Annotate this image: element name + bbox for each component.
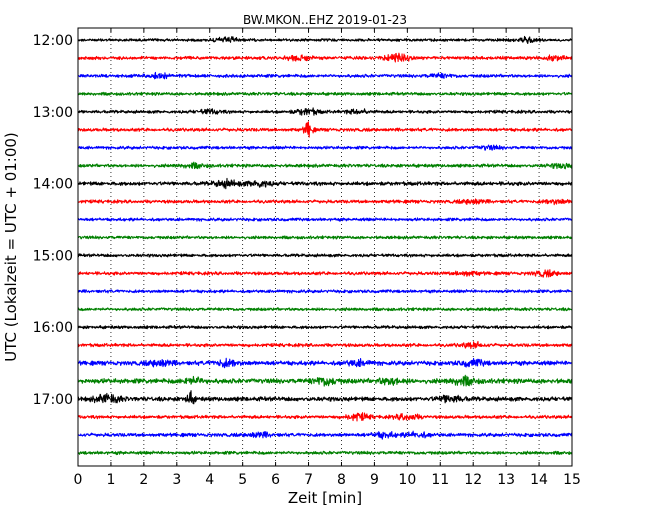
- x-tick-label: 9: [370, 472, 379, 488]
- seismic-trace-1215: [77, 52, 573, 63]
- seismic-trace-1345: [77, 161, 573, 170]
- x-tick-label: 10: [398, 472, 416, 488]
- y-tick-label: 15:00: [33, 248, 73, 264]
- y-tick-label: 12:00: [33, 33, 73, 49]
- seismic-trace-1500: [77, 253, 573, 258]
- y-tick-label: 16:00: [33, 320, 73, 336]
- x-tick-label: 13: [497, 472, 515, 488]
- x-tick-label: 8: [337, 472, 346, 488]
- seismic-trace-1200: [77, 35, 573, 45]
- chart-title: BW.MKON..EHZ 2019-01-23: [243, 13, 407, 27]
- seismic-trace-1530: [77, 289, 573, 294]
- seismic-trace-1630: [77, 357, 573, 369]
- x-tick-label: 11: [431, 472, 449, 488]
- seismic-trace-1515: [77, 269, 573, 278]
- y-tick-label: 13:00: [33, 105, 73, 121]
- x-axis-label: Zeit [min]: [288, 489, 362, 507]
- seismic-trace-1715: [77, 412, 573, 422]
- x-tick-label: 0: [74, 472, 83, 488]
- seismic-trace-1315: [77, 121, 573, 138]
- seismic-trace-1645: [77, 374, 573, 387]
- seismic-trace-1445: [77, 235, 573, 240]
- axis-ticks: 0 1 2 3 4 5 6 7 8 9 10 11 12 13 14 1512:0013:0014:0015:…: [33, 28, 581, 488]
- seismic-trace-1730: [77, 430, 573, 440]
- x-tick-label: 2: [139, 472, 148, 488]
- seismic-trace-1545: [77, 307, 573, 312]
- x-tick-label: 12: [464, 472, 482, 488]
- seismic-trace-1615: [77, 340, 573, 350]
- seismic-trace-1600: [77, 325, 573, 330]
- trace-layer: [77, 35, 573, 456]
- y-axis-label: UTC (Lokalzeit = UTC + 01:00): [2, 132, 20, 362]
- x-tick-label: 15: [563, 472, 581, 488]
- seismic-trace-1330: [77, 144, 573, 151]
- seismic-trace-1245: [77, 91, 573, 97]
- x-tick-label: 6: [271, 472, 280, 488]
- seismic-trace-1745: [77, 450, 573, 456]
- y-tick-label: 14:00: [33, 177, 73, 193]
- seismic-trace-1415: [77, 198, 573, 206]
- plot-frame: [77, 27, 573, 467]
- seismic-trace-1430: [77, 217, 573, 222]
- y-tick-label: 17:00: [33, 392, 73, 408]
- x-tick-label: 5: [238, 472, 247, 488]
- x-tick-label: 7: [304, 472, 313, 488]
- x-tick-label: 3: [172, 472, 181, 488]
- seismic-trace-1700: [77, 390, 573, 405]
- x-tick-label: 14: [530, 472, 548, 488]
- x-tick-label: 4: [205, 472, 214, 488]
- seismic-trace-1300: [77, 107, 573, 116]
- seismic-trace-1230: [77, 71, 573, 80]
- seismic-trace-1400: [77, 177, 573, 190]
- x-tick-label: 1: [106, 472, 115, 488]
